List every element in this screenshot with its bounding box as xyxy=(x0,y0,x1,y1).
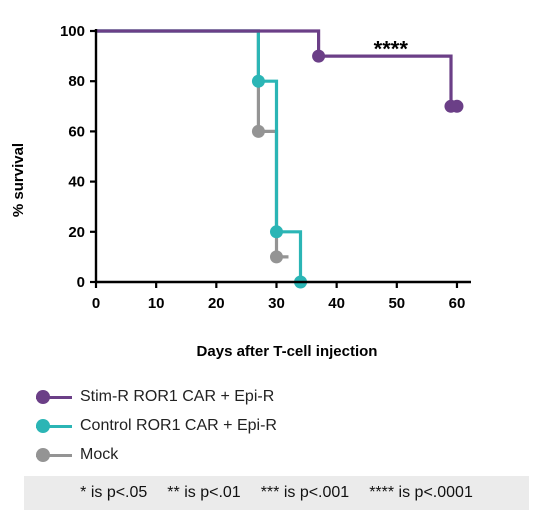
x-tick-label-0: 0 xyxy=(92,295,100,312)
y-tick-label-5: 100 xyxy=(60,23,85,40)
y-tick-label-4: 80 xyxy=(68,73,85,90)
x-tick-label-2: 20 xyxy=(208,295,225,312)
y-tick-label-0: 0 xyxy=(77,274,85,291)
footnote-item: * is p<.05 xyxy=(80,484,148,501)
y-tick-label-3: 60 xyxy=(68,123,85,140)
plot-axes: 0 20 40 60 80 100 0 10 20 30 40 50 60 xyxy=(60,23,471,312)
x-tick-label-1: 10 xyxy=(148,295,165,312)
x-tick-label-4: 40 xyxy=(328,295,345,312)
legend-dot-0 xyxy=(36,389,50,404)
x-tick-label-6: 60 xyxy=(449,295,466,312)
significance-annotation: **** xyxy=(374,37,409,62)
legend-item-mock: Mock xyxy=(34,440,277,469)
y-tick-label-2: 40 xyxy=(68,174,85,191)
legend-label: Mock xyxy=(80,445,119,463)
x-tick-label-3: 30 xyxy=(268,295,285,312)
series-1-point-1 xyxy=(269,225,283,239)
legend-marker-icon xyxy=(34,447,74,463)
x-tick-label-5: 50 xyxy=(388,295,405,312)
series-0-point-2 xyxy=(450,99,464,113)
legend: Stim-R ROR1 CAR + Epi-R Control ROR1 CAR… xyxy=(34,382,277,469)
legend-label: Control ROR1 CAR + Epi-R xyxy=(80,416,277,434)
legend-line-0 xyxy=(36,395,72,399)
legend-line-2 xyxy=(36,453,72,457)
legend-marker-icon xyxy=(34,389,74,405)
legend-label: Stim-R ROR1 CAR + Epi-R xyxy=(80,387,275,405)
series-1-point-0 xyxy=(251,74,265,88)
legend-dot-1 xyxy=(36,418,50,433)
significance-footnote: * is p<.05 ** is p<.01 *** is p<.001 ***… xyxy=(24,476,529,510)
series-2-point-0 xyxy=(251,124,265,138)
legend-item-control: Control ROR1 CAR + Epi-R xyxy=(34,411,277,440)
footnote-item: **** is p<.0001 xyxy=(369,484,473,501)
y-tick-label-1: 20 xyxy=(68,224,85,241)
legend-line-1 xyxy=(36,424,72,428)
survival-chart: 0 20 40 60 80 100 0 10 20 30 40 50 60 Days after T-c… xyxy=(10,23,471,360)
plot-series xyxy=(96,29,464,289)
x-axis-title: Days after T-cell injection xyxy=(197,343,378,360)
footnote-item: *** is p<.001 xyxy=(260,484,350,501)
y-axis-title: % survival xyxy=(10,143,27,217)
series-0-point-0 xyxy=(312,49,326,63)
series-line-1 xyxy=(96,29,303,282)
legend-dot-2 xyxy=(36,447,50,462)
legend-marker-icon xyxy=(34,418,74,434)
series-2-point-1 xyxy=(269,250,283,264)
footnote-item: ** is p<.01 xyxy=(167,484,241,501)
legend-item-stim-r: Stim-R ROR1 CAR + Epi-R xyxy=(34,382,277,411)
